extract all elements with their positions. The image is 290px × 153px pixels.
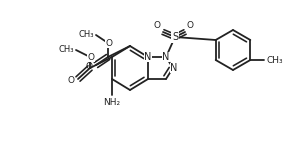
Text: N: N [144, 52, 152, 62]
Text: CH₃: CH₃ [79, 30, 94, 39]
Text: O: O [88, 52, 95, 62]
Text: CH₃: CH₃ [266, 56, 283, 65]
Text: O: O [106, 39, 113, 47]
Text: O: O [86, 62, 93, 71]
Text: O: O [68, 75, 75, 84]
Text: CH₃: CH₃ [59, 45, 74, 54]
Text: O: O [187, 21, 194, 30]
Text: NH₂: NH₂ [104, 98, 121, 107]
Text: N: N [162, 52, 170, 62]
Text: N: N [170, 63, 178, 73]
Text: O: O [154, 21, 161, 30]
Text: S: S [172, 32, 178, 42]
